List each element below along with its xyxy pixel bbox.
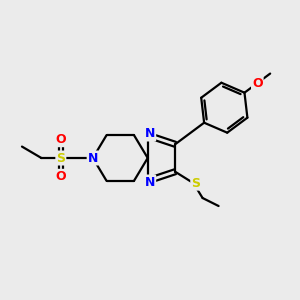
Text: S: S	[191, 177, 200, 190]
Text: N: N	[145, 128, 155, 140]
Text: S: S	[56, 152, 65, 164]
Text: O: O	[56, 170, 66, 183]
Text: N: N	[88, 152, 98, 164]
Text: O: O	[252, 76, 262, 90]
Text: O: O	[56, 133, 66, 146]
Text: N: N	[145, 176, 155, 188]
